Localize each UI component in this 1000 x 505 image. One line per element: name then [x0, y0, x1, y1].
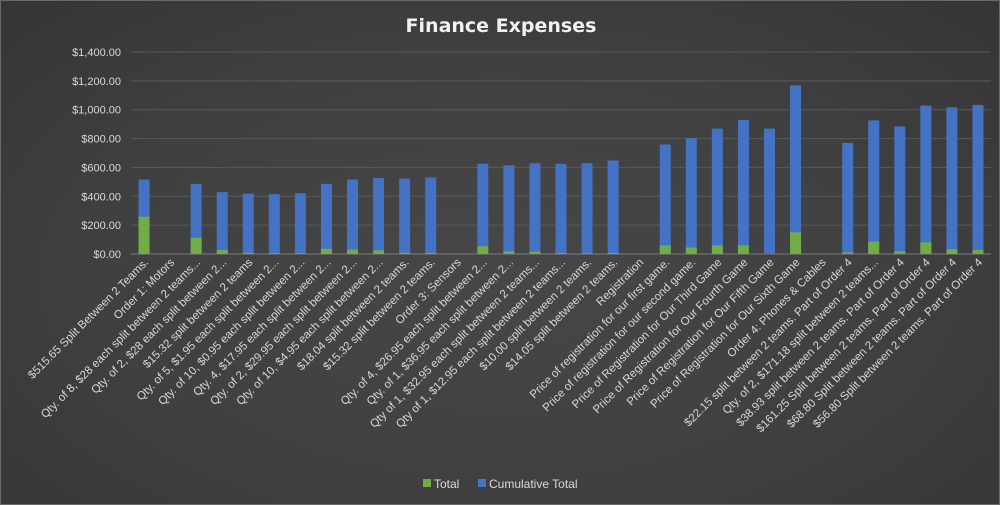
- bar-total: [946, 249, 958, 254]
- bar-total: [842, 252, 854, 254]
- bar-cumulative-total: [190, 183, 202, 254]
- bar-total: [268, 253, 280, 254]
- x-axis-tick-labels: $515.65 Split Between 2 Teams.Order 1: M…: [26, 256, 985, 435]
- bars: [138, 85, 984, 255]
- bar-cumulative-total: [503, 165, 515, 254]
- bar-total: [347, 249, 359, 254]
- bar-cumulative-total: [399, 178, 411, 254]
- bar-total: [242, 252, 254, 254]
- bar-total: [399, 252, 411, 254]
- bar-total: [685, 247, 697, 254]
- bar-cumulative-total: [607, 160, 619, 254]
- bar-total: [294, 253, 306, 254]
- bar-cumulative-total: [268, 194, 280, 254]
- bar-total: [216, 249, 228, 254]
- bar-cumulative-total: [920, 105, 932, 254]
- bar-cumulative-total: [659, 144, 671, 254]
- bar-total: [477, 246, 489, 254]
- bar-total: [920, 242, 932, 254]
- chart-title: Finance Expenses: [406, 15, 597, 37]
- bar-total: [425, 252, 437, 254]
- bar-total: [894, 251, 906, 254]
- bar-cumulative-total: [347, 179, 359, 254]
- legend-swatch-total: [423, 479, 431, 487]
- y-tick-label: $1,400.00: [72, 47, 121, 59]
- bar-total: [737, 245, 749, 254]
- bar-cumulative-total: [529, 163, 541, 254]
- bar-cumulative-total: [425, 177, 437, 254]
- bar-cumulative-total: [216, 192, 228, 254]
- bar-cumulative-total: [894, 126, 906, 254]
- bar-total: [190, 237, 202, 254]
- y-tick-label: $600.00: [81, 162, 121, 174]
- bar-cumulative-total: [581, 163, 593, 254]
- legend-swatch-cumulative-total: [478, 479, 486, 487]
- bar-cumulative-total: [320, 183, 332, 254]
- bar-total: [868, 241, 880, 254]
- bar-cumulative-total: [294, 193, 306, 254]
- bar-total: [790, 232, 802, 254]
- bar-total: [373, 250, 385, 254]
- y-axis-tick-labels: $0.00 $200.00 $400.00 $600.00 $800.00 $1,000.…: [72, 47, 121, 261]
- bar-cumulative-total: [790, 85, 802, 254]
- bar-cumulative-total: [477, 163, 489, 254]
- bar-total: [555, 253, 567, 254]
- legend-label-total: Total: [434, 477, 459, 491]
- bar-total: [320, 248, 332, 254]
- y-tick-label: $200.00: [81, 220, 121, 232]
- y-tick-label: $0.00: [93, 249, 121, 261]
- bar-total: [711, 245, 723, 254]
- bar-total: [529, 251, 541, 254]
- legend: Total Cumulative Total: [423, 477, 578, 491]
- bar-cumulative-total: [972, 104, 984, 255]
- bar-total: [972, 249, 984, 254]
- bar-cumulative-total: [242, 193, 254, 254]
- bar-total: [607, 252, 619, 254]
- bar-total: [503, 251, 515, 254]
- legend-label-cumulative-total: Cumulative Total: [489, 477, 578, 491]
- bar-cumulative-total: [946, 107, 958, 254]
- bar-total: [138, 216, 150, 254]
- bar-cumulative-total: [373, 177, 385, 254]
- bar-cumulative-total: [868, 120, 880, 255]
- y-tick-label: $1,000.00: [72, 105, 121, 117]
- bar-total: [581, 253, 593, 254]
- y-tick-label: $1,200.00: [72, 76, 121, 88]
- bar-cumulative-total: [842, 142, 854, 254]
- y-tick-label: $800.00: [81, 134, 121, 146]
- bar-cumulative-total: [763, 128, 775, 254]
- bar-cumulative-total: [737, 119, 749, 254]
- y-tick-label: $400.00: [81, 191, 121, 203]
- bar-cumulative-total: [711, 128, 723, 254]
- bar-cumulative-total: [685, 138, 697, 254]
- bar-cumulative-total: [555, 163, 567, 254]
- bar-total: [659, 245, 671, 254]
